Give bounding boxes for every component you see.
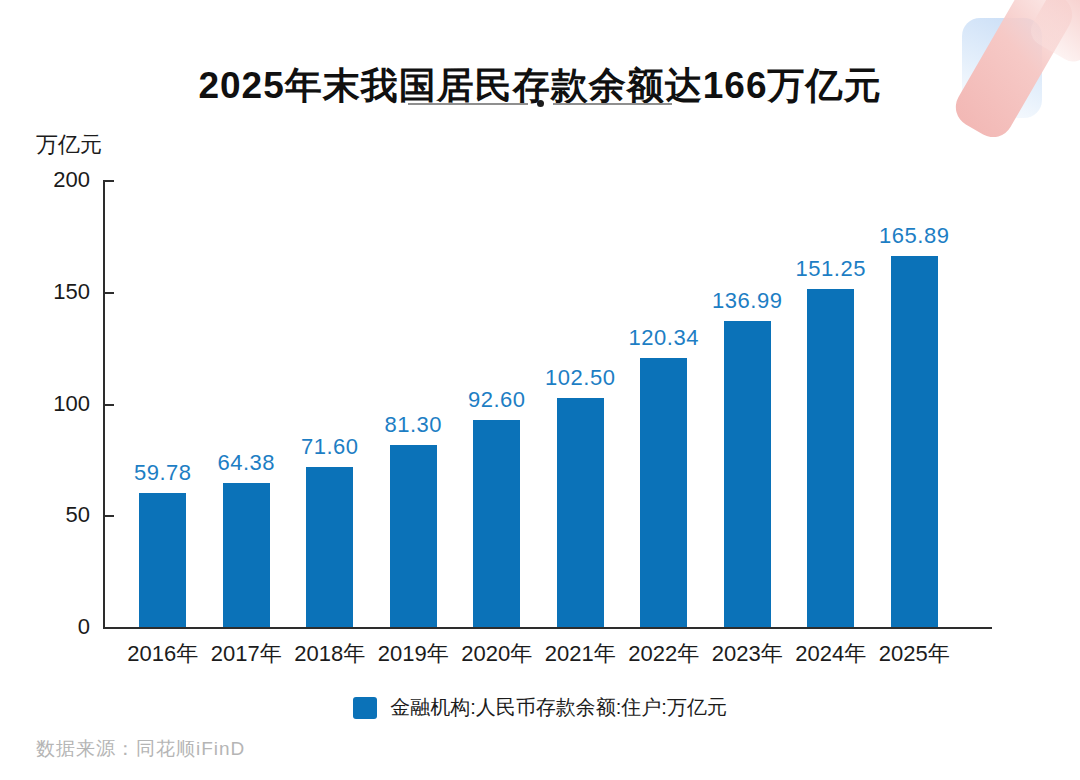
bar-column: 92.60 (455, 180, 539, 627)
x-tick-label: 2022年 (622, 639, 706, 669)
legend-color-swatch (353, 697, 377, 719)
bar-column: 165.89 (873, 180, 957, 627)
bar-value-label: 165.89 (879, 223, 949, 249)
bar (724, 321, 771, 627)
bar (640, 358, 687, 627)
x-tick-label: 2021年 (539, 639, 623, 669)
bar (473, 420, 520, 627)
title-divider (408, 100, 672, 107)
x-tick-label: 2025年 (873, 639, 957, 669)
infographic-page: 2025年末我国居民存款余额达166万亿元 万亿元 050100150200 5… (0, 0, 1080, 780)
bar (891, 256, 938, 627)
bar-value-label: 64.38 (217, 450, 275, 476)
bar-column: 71.60 (288, 180, 372, 627)
bar (306, 467, 353, 627)
bar-value-label: 120.34 (629, 325, 699, 351)
bar-value-label: 59.78 (134, 460, 192, 486)
divider-dot (537, 100, 544, 107)
x-tick-label: 2016年 (121, 639, 205, 669)
x-tick-label: 2017年 (205, 639, 289, 669)
x-tick-label: 2024年 (789, 639, 873, 669)
y-axis-unit-label: 万亿元 (36, 130, 102, 160)
bars-container: 59.78 64.38 71.60 81.30 92.60 102.50 120.34 136… (105, 180, 992, 627)
bar (223, 483, 270, 627)
x-tick-label: 2023年 (706, 639, 790, 669)
data-source-note: 数据来源：同花顺iFinD (36, 736, 245, 762)
x-tick-label: 2020年 (455, 639, 539, 669)
legend-label: 金融机构:人民币存款余额:住户:万亿元 (390, 694, 727, 721)
bar-column: 120.34 (622, 180, 706, 627)
y-tick-label: 100 (28, 391, 90, 417)
y-tick-label: 50 (28, 502, 90, 528)
bar-value-label: 102.50 (545, 365, 615, 391)
bar-column: 102.50 (539, 180, 623, 627)
x-axis-labels: 2016年2017年2018年2019年2020年2021年2022年2023年… (105, 639, 992, 669)
y-tick-label: 150 (28, 279, 90, 305)
bar (139, 493, 186, 627)
bar-value-label: 151.25 (796, 256, 866, 282)
bar-column: 59.78 (121, 180, 205, 627)
bar (807, 289, 854, 627)
bar-column: 64.38 (205, 180, 289, 627)
bar-column: 81.30 (372, 180, 456, 627)
bar-value-label: 92.60 (468, 387, 526, 413)
divider-line-right (553, 103, 673, 105)
y-tick-label: 0 (28, 614, 90, 640)
bar-value-label: 71.60 (301, 434, 359, 460)
divider-line-left (408, 103, 528, 105)
bar-value-label: 136.99 (712, 288, 782, 314)
bar-value-label: 81.30 (384, 412, 442, 438)
chart-legend: 金融机构:人民币存款余额:住户:万亿元 (0, 694, 1080, 721)
x-tick-label: 2019年 (372, 639, 456, 669)
pink-gradient-shape-small (1025, 0, 1080, 67)
bar-chart-plot-area: 050100150200 59.7864.3871.6081.3092.6010… (103, 180, 992, 629)
x-tick-label: 2018年 (288, 639, 372, 669)
bar (557, 398, 604, 627)
y-tick-label: 200 (28, 167, 90, 193)
bar-column: 151.25 (789, 180, 873, 627)
bar-column: 136.99 (706, 180, 790, 627)
bar (390, 445, 437, 627)
